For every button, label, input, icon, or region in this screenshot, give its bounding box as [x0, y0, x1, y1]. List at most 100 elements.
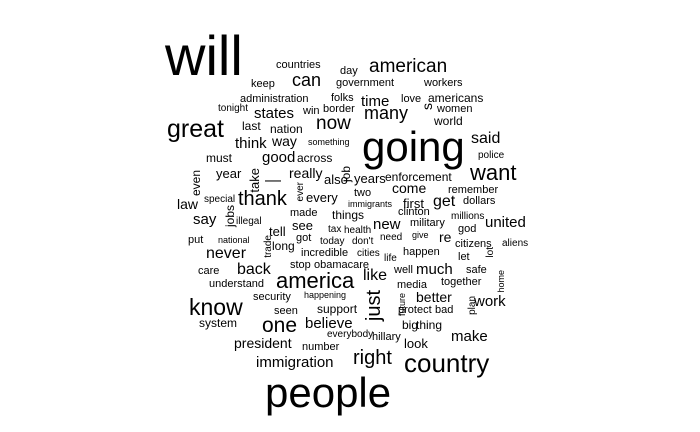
word-55: see — [292, 218, 313, 233]
word-68: countries — [276, 59, 321, 71]
word-61: across — [297, 151, 333, 165]
word-99: long — [272, 239, 295, 253]
word-49: job — [339, 166, 353, 183]
word-81: immigrants — [348, 199, 393, 209]
word-108: happen — [403, 246, 440, 258]
word-29: believe — [305, 315, 353, 332]
word-66: workers — [424, 77, 463, 89]
word-4: america — [276, 268, 355, 293]
word-3: country — [404, 348, 490, 378]
word-96: aliens — [502, 238, 529, 249]
word-63: love — [401, 93, 422, 105]
word-16: said — [471, 130, 501, 147]
word-38: way — [272, 133, 297, 149]
word-6: know — [189, 294, 243, 320]
word-32: good — [262, 149, 296, 166]
word-14: can — [292, 70, 322, 90]
word-69: day — [340, 65, 358, 77]
word-123: seen — [274, 305, 298, 317]
word-117: understand — [209, 278, 265, 290]
word-77: police — [478, 150, 505, 161]
word-85: god — [458, 223, 477, 235]
word-60: last — [242, 119, 261, 133]
word-0: will — [165, 24, 243, 87]
word-109: let — [458, 251, 470, 263]
word-103: don't — [352, 236, 374, 247]
word-83: military — [410, 217, 445, 229]
word-15: immigration — [256, 354, 334, 371]
word-110: care — [198, 265, 220, 277]
word-58: big — [402, 318, 419, 332]
word-86: made — [290, 207, 318, 219]
word-128: number — [302, 341, 340, 353]
word-52: support — [317, 302, 358, 316]
word-45: system — [199, 316, 238, 330]
word-23: time — [361, 93, 390, 110]
word-26: think — [235, 135, 267, 152]
word-21: never — [206, 245, 247, 262]
word-91: tax — [328, 224, 342, 235]
word-65: women — [437, 103, 473, 115]
word-41: years — [354, 171, 386, 186]
word-9: now — [316, 113, 351, 134]
word-67: government — [336, 77, 395, 89]
word-87: special — [204, 194, 236, 205]
word-36: better — [416, 289, 452, 305]
word-42: enforcement — [385, 170, 452, 184]
word-73: administration — [240, 93, 309, 105]
word-19: just — [363, 290, 385, 322]
word-93: give — [412, 230, 429, 240]
word-62: americans — [428, 91, 484, 105]
word-35: president — [234, 335, 292, 351]
word-40: year — [216, 166, 242, 181]
word-12: right — [353, 347, 392, 369]
word-89: ever — [295, 182, 306, 202]
word-107: cities — [357, 248, 380, 259]
word-22: make — [451, 328, 488, 345]
word-84: millions — [451, 211, 485, 222]
word-47: even — [189, 170, 203, 197]
word-120: happening — [304, 290, 347, 300]
word-94: re — [439, 229, 452, 245]
word-13: many — [364, 103, 409, 123]
word-5: great — [167, 115, 224, 143]
word-18: like — [363, 267, 388, 284]
word-56: things — [332, 208, 365, 222]
word-2: people — [265, 369, 392, 416]
word-111: stop — [290, 259, 311, 271]
word-11: thank — [238, 188, 287, 210]
word-24: say — [193, 211, 217, 228]
word-25: states — [254, 105, 295, 122]
word-48: take — [247, 168, 262, 193]
word-37: come — [392, 180, 427, 196]
word-98: national — [218, 235, 250, 245]
word-44: must — [206, 151, 233, 165]
word-129: — — [265, 172, 281, 189]
word-57: thing — [416, 318, 443, 332]
word-101: got — [296, 232, 312, 244]
word-27: new — [373, 216, 401, 233]
word-113: life — [384, 253, 397, 264]
word-100: trade — [263, 235, 274, 258]
word-106: incredible — [301, 247, 349, 259]
word-59: nation — [270, 122, 303, 136]
word-115: safe — [466, 264, 487, 276]
word-71: folks — [331, 92, 354, 104]
word-125: bad — [435, 304, 454, 316]
word-78: remember — [448, 184, 499, 196]
word-104: need — [380, 232, 403, 243]
word-126: everybody — [327, 329, 374, 340]
word-8: american — [369, 56, 448, 77]
word-116: home — [496, 270, 506, 293]
word-114: well — [394, 264, 413, 276]
word-76: something — [308, 137, 350, 147]
word-54: tell — [269, 224, 286, 239]
word-39: also — [324, 172, 348, 187]
word-82: clinton — [398, 206, 430, 218]
word-124: protect — [398, 304, 432, 316]
word-43: every — [306, 190, 338, 205]
word-79: dollars — [463, 195, 496, 207]
word-112: obamacare — [314, 259, 370, 271]
word-33: law — [177, 196, 199, 212]
